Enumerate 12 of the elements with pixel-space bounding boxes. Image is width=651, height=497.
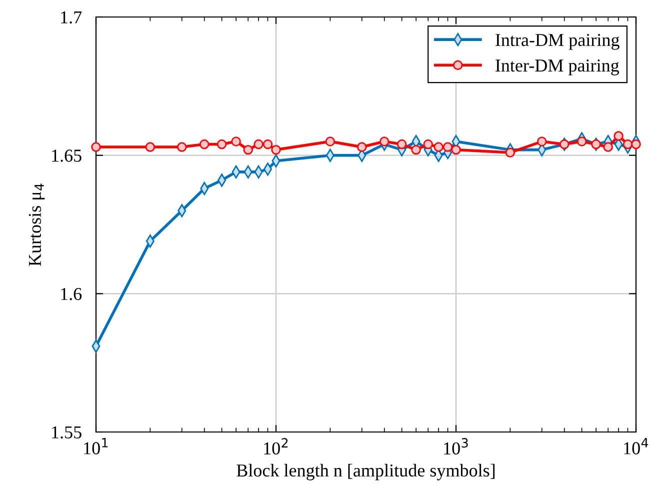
x-tick-label: 10$^{2}$	[264, 438, 288, 455]
y-tick-label: 1.6	[61, 288, 82, 300]
x-axis-title: Block length n [amplitude symbols]	[236, 464, 495, 480]
y-axis-title: Kurtosis μ$_{4}$	[28, 184, 45, 266]
x-tick-label: 10$^{4}$	[624, 438, 648, 454]
legend-label: Inter-DM pairing	[496, 59, 620, 76]
x-tick-label: 10$^{3}$	[444, 438, 468, 455]
x-tick-label: 10$^{1}$	[84, 438, 108, 454]
legend-label: Intra-DM pairing	[496, 34, 620, 50]
y-tick-label: 1.55	[52, 426, 82, 439]
y-tick-label: 1.65	[52, 150, 82, 162]
y-tick-label: 1.7	[61, 11, 82, 24]
